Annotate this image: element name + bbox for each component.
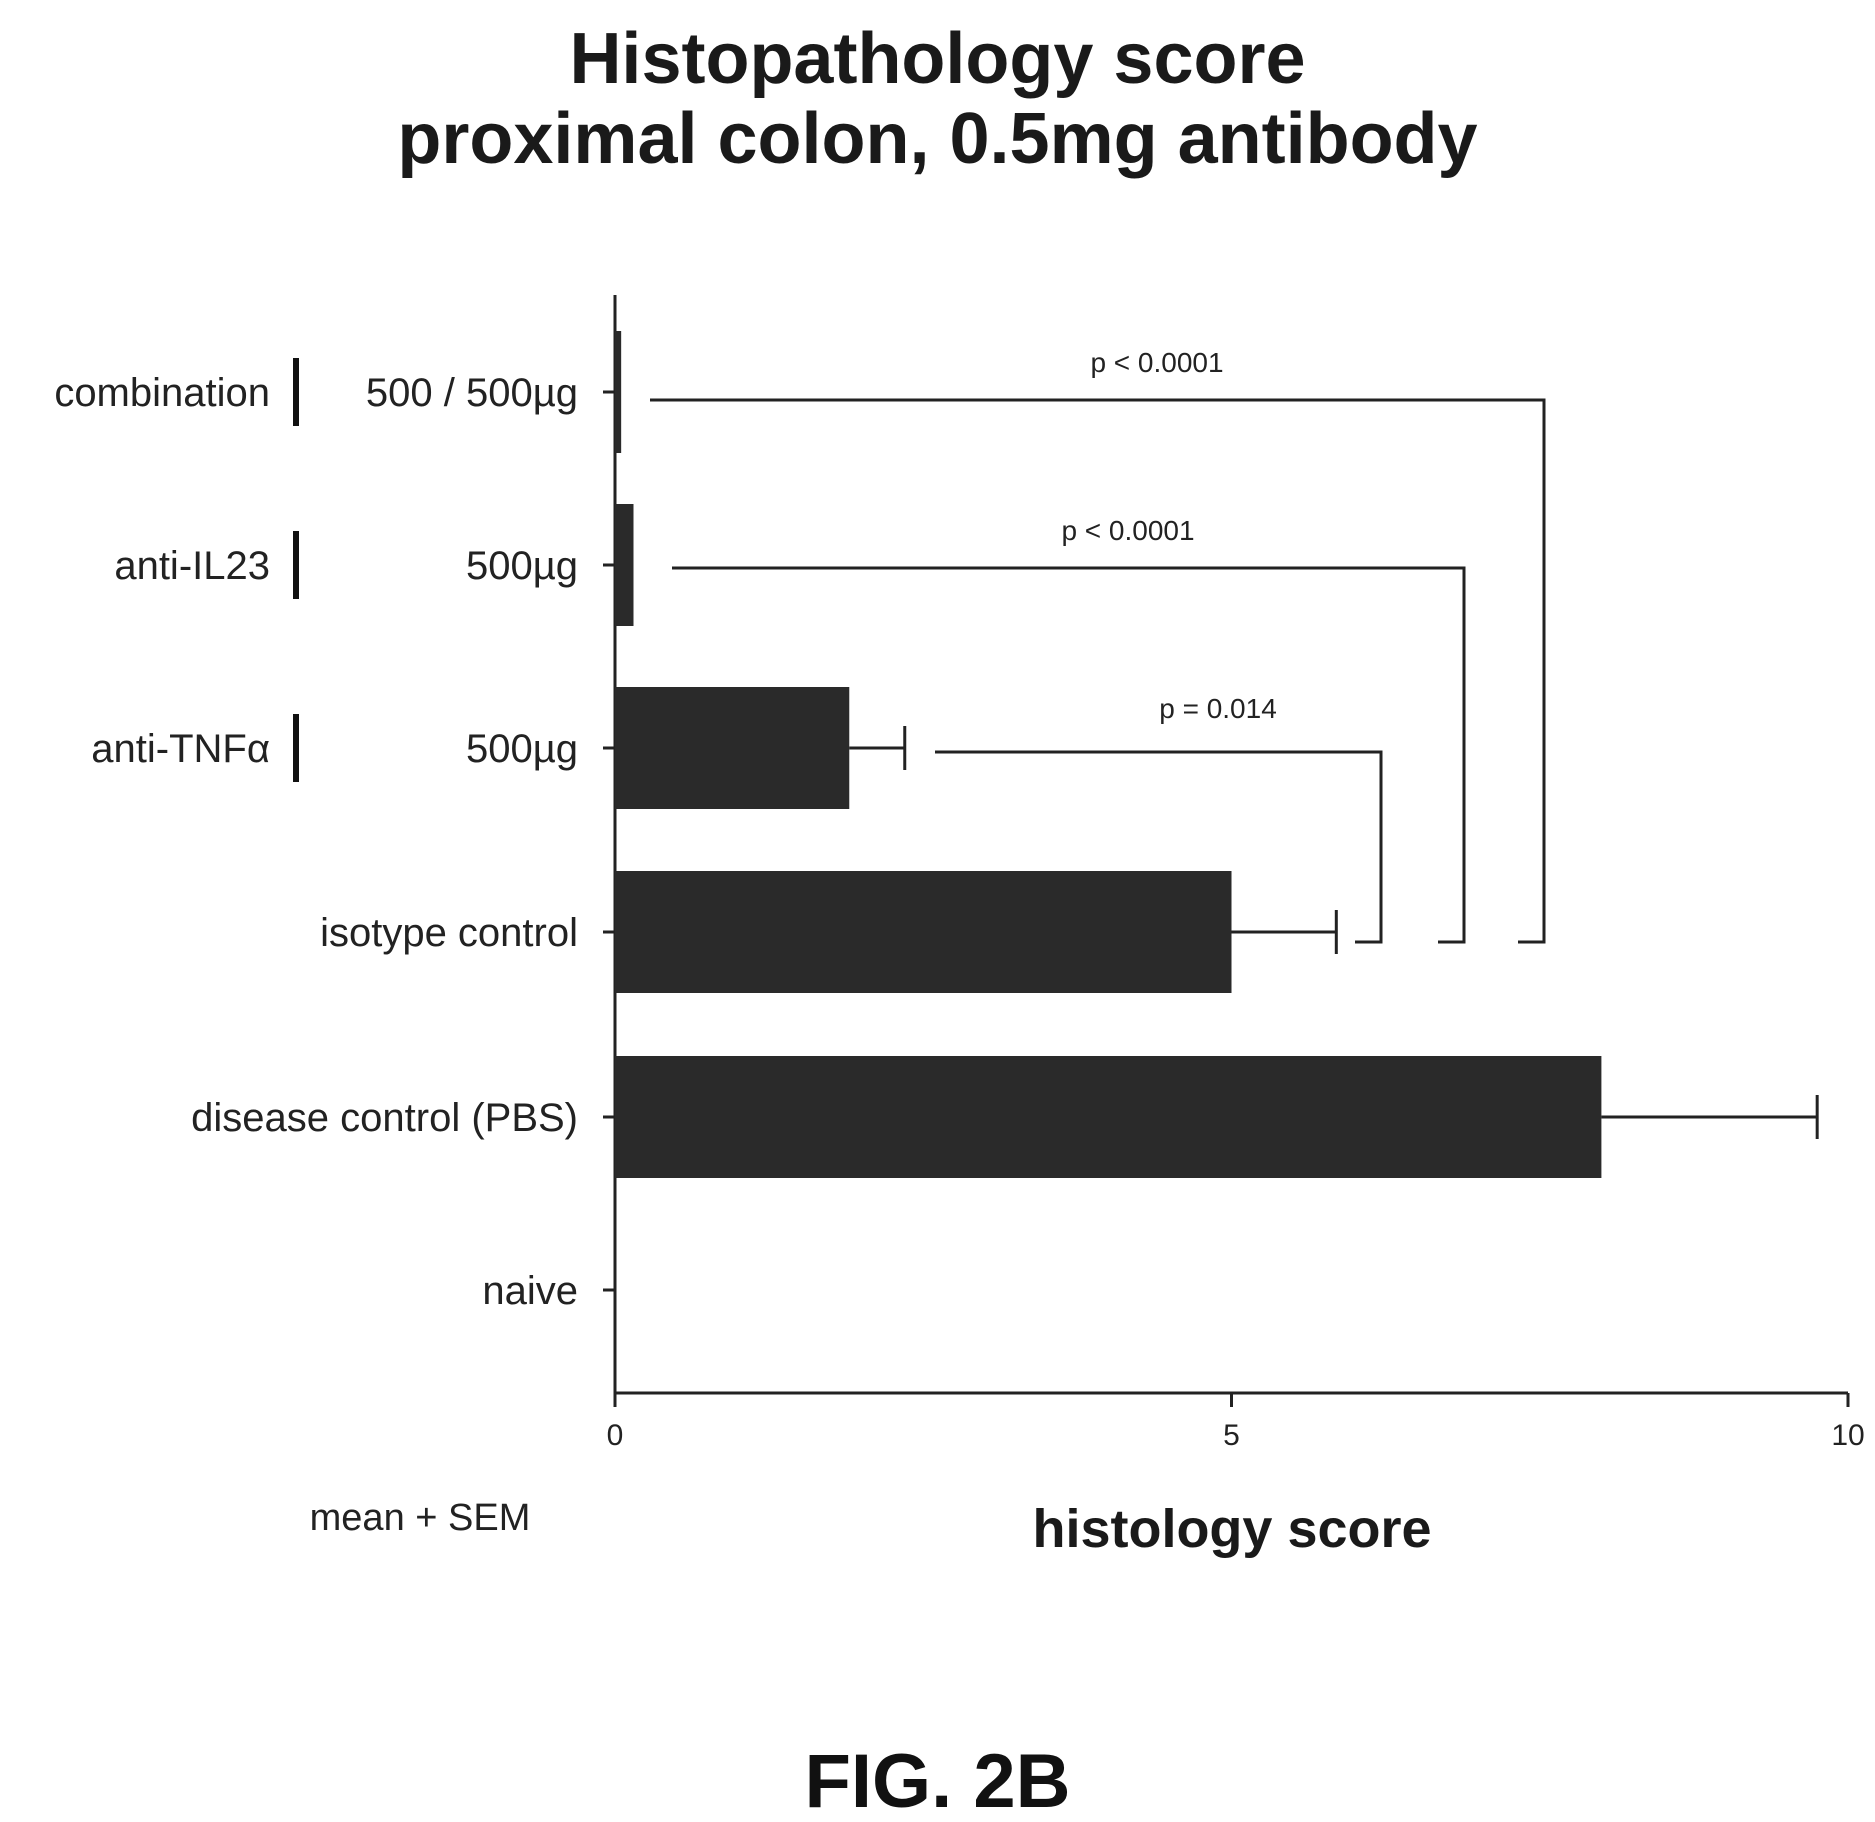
bar <box>615 871 1232 993</box>
group-label: anti-TNFα <box>91 727 270 771</box>
chart-title-line-2: proximal colon, 0.5mg antibody <box>397 99 1478 179</box>
group-label: anti-IL23 <box>114 544 270 588</box>
x-tick-label: 10 <box>1831 1419 1864 1452</box>
bar <box>615 504 634 626</box>
significance-bracket <box>672 566 1466 944</box>
x-axis-label: histology score <box>1032 1499 1431 1559</box>
note-text: mean + SEM <box>310 1497 531 1539</box>
category-label: 500µg <box>466 727 578 771</box>
p-value-label: p = 0.014 <box>1159 693 1277 724</box>
bar <box>615 331 622 453</box>
bar <box>615 687 850 809</box>
group-label: combination <box>54 371 270 415</box>
significance-bracket <box>935 750 1383 944</box>
figure-label: FIG. 2B <box>804 1739 1071 1822</box>
p-value-label: p < 0.0001 <box>1090 347 1223 378</box>
category-label: disease control (PBS) <box>191 1096 578 1140</box>
bar <box>615 1056 1602 1178</box>
category-label: naive <box>482 1269 578 1313</box>
chart-title-line-1: Histopathology score <box>569 19 1306 99</box>
x-tick-label: 5 <box>1223 1419 1240 1452</box>
category-label: isotype control <box>320 911 578 955</box>
category-label: 500µg <box>466 544 578 588</box>
category-label: 500 / 500µg <box>366 371 578 415</box>
x-tick-label: 0 <box>607 1419 624 1452</box>
significance-bracket <box>650 398 1546 944</box>
p-value-label: p < 0.0001 <box>1061 515 1194 546</box>
